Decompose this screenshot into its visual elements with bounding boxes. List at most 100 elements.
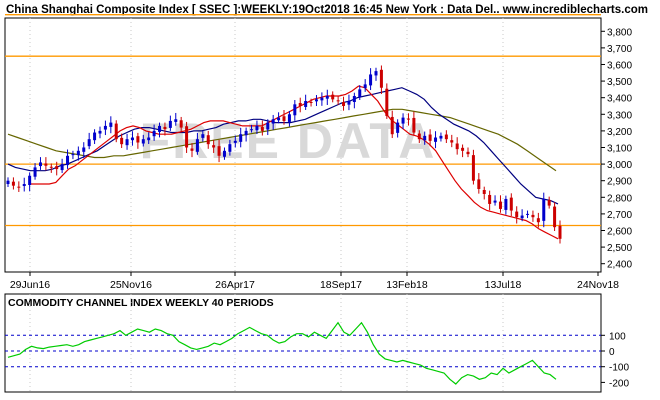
price-y-tick-label: 3,300 <box>607 110 632 121</box>
date-tick-label: 26Apr17 <box>215 279 255 291</box>
candle-body <box>553 206 557 228</box>
price-y-tick-label: 3,600 <box>607 60 632 71</box>
candle-body <box>22 184 26 187</box>
candle-body <box>147 137 151 141</box>
candle-body <box>109 122 113 127</box>
candle-body <box>428 134 432 141</box>
price-y-axis: 2,400 2,500 2,600 2,700 2,800 2,900 3,000 3,100… <box>601 27 632 271</box>
candle-body <box>55 166 59 170</box>
candle-body <box>352 96 356 103</box>
candle-body <box>450 140 454 143</box>
candle-body <box>526 213 530 215</box>
cci-panel-title: COMMODITY CHANNEL INDEX WEEKLY 40 PERIOD… <box>8 297 274 309</box>
candle-body <box>66 155 70 166</box>
candle-body <box>125 139 129 146</box>
price-y-tick-label: 3,100 <box>607 143 632 154</box>
price-y-tick-label: 2,900 <box>607 177 632 188</box>
candle-body <box>309 102 313 104</box>
date-tick-label: 24Nov18 <box>577 279 619 291</box>
candle-body <box>390 116 394 135</box>
candle-body <box>222 150 226 157</box>
cci-grid <box>29 294 504 392</box>
candle-body <box>71 154 75 156</box>
candle-body <box>374 71 378 76</box>
candle-body <box>277 117 281 121</box>
candle-body <box>17 186 21 188</box>
candle-body <box>201 134 205 138</box>
candle-body <box>342 102 346 106</box>
candle-body <box>98 130 102 134</box>
candle-body <box>266 122 270 130</box>
candle-body <box>401 117 405 124</box>
candle-body <box>439 135 443 139</box>
candle-body <box>260 126 264 131</box>
candle-body <box>369 74 373 86</box>
candle-body <box>287 114 291 122</box>
date-tick-label: 18Sep17 <box>320 279 362 291</box>
candle-body <box>417 133 421 140</box>
candle-body <box>271 119 275 124</box>
candle-body <box>542 198 546 221</box>
chart-title: China Shanghai Composite Index [ SSEC ]:… <box>6 4 500 16</box>
price-y-tick-label: 3,000 <box>607 160 632 171</box>
candle-body <box>358 89 362 98</box>
cci-y-axis: 100 0 -100 -200 <box>601 331 629 389</box>
candle-body <box>206 135 210 145</box>
candle-body <box>477 179 481 189</box>
candle-body <box>49 166 53 168</box>
price-y-tick-label: 3,500 <box>607 77 632 88</box>
candle-body <box>136 136 140 143</box>
candle-body <box>158 125 162 132</box>
candle-body <box>212 145 216 148</box>
candle-body <box>331 94 335 100</box>
candle-body <box>385 88 389 116</box>
price-y-tick-label: 2,500 <box>607 243 632 254</box>
candle-body <box>347 101 351 105</box>
candle-body <box>509 197 513 211</box>
price-y-tick-label: 3,800 <box>607 27 632 38</box>
candle-body <box>396 122 400 133</box>
candle-body <box>455 143 459 150</box>
candle-body <box>498 201 502 209</box>
date-tick-label: 25Nov16 <box>110 279 152 291</box>
candle-body <box>444 134 448 140</box>
candle-body <box>239 134 243 142</box>
candle-body <box>114 123 118 140</box>
moving-average-medium-line <box>7 87 559 205</box>
candle-body <box>314 99 318 102</box>
candle-body <box>255 125 259 131</box>
candle-body <box>423 135 427 141</box>
candle-body <box>298 102 302 106</box>
candle-body <box>482 189 486 194</box>
cci-y-tick-label: 0 <box>609 347 615 358</box>
cci-line <box>7 321 557 385</box>
candle-body <box>520 215 524 219</box>
price-y-tick-label: 2,700 <box>607 210 632 221</box>
candle-body <box>28 175 32 186</box>
candle-body <box>217 146 221 156</box>
date-tick-label: 13Feb18 <box>386 279 428 291</box>
candle-body <box>515 211 519 218</box>
candle-body <box>195 139 199 152</box>
candle-body <box>38 162 42 167</box>
moving-average-slow-line <box>7 108 557 172</box>
price-candles <box>6 65 562 244</box>
candle-body <box>282 116 286 121</box>
price-y-tick-label: 2,800 <box>607 193 632 204</box>
candle-body <box>11 181 15 186</box>
site-link[interactable]: www.incrediblecharts.com <box>502 4 648 16</box>
candle-body <box>363 84 367 89</box>
candle-body <box>406 118 410 120</box>
cci-y-tick-label: -100 <box>609 363 629 374</box>
candle-body <box>163 126 167 130</box>
candle-body <box>179 120 183 128</box>
cci-panel-frame <box>4 293 602 393</box>
price-panel-frame <box>4 17 602 273</box>
candle-body <box>185 126 189 148</box>
candle-body <box>493 200 497 203</box>
price-y-tick-label: 3,200 <box>607 127 632 138</box>
candle-body <box>228 144 232 152</box>
candle-body <box>336 100 340 102</box>
